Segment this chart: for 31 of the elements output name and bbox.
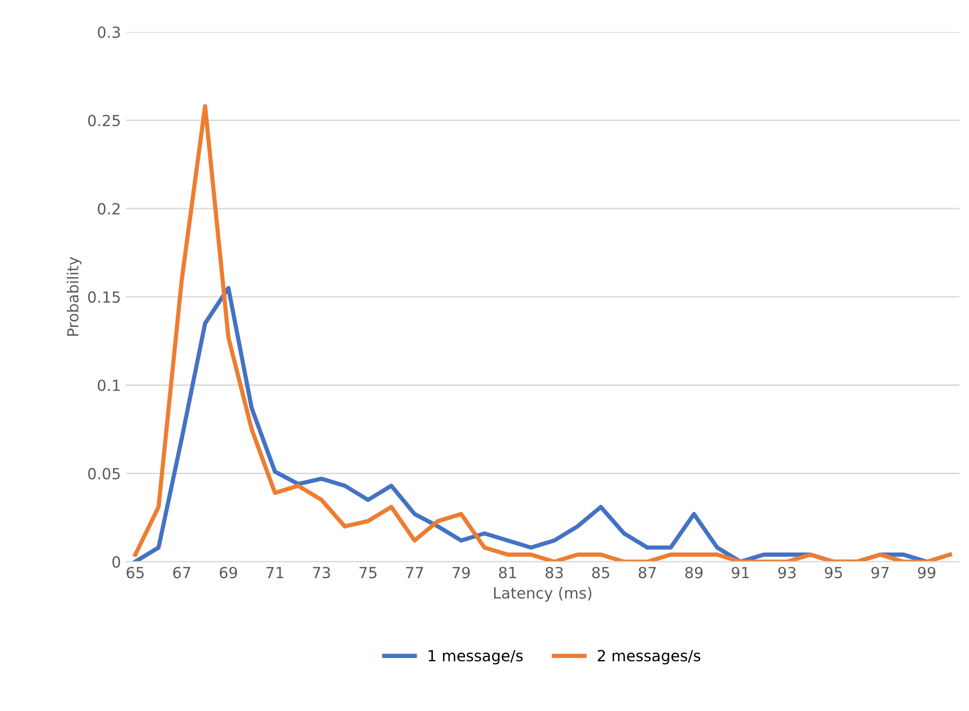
x-tick-label: 79 [452, 566, 470, 578]
x-tick-label: 67 [173, 566, 190, 578]
x-tick-label: 99 [918, 566, 936, 578]
y-tick-label: 0.15 [88, 291, 120, 303]
line-series [133, 286, 929, 562]
legend-label: 2 messages/s [598, 650, 700, 664]
x-tick-label: 73 [313, 566, 330, 578]
x-tick-label: 65 [126, 566, 144, 578]
x-tick-label: 75 [360, 567, 376, 578]
y-tick-label: 0.2 [98, 203, 120, 215]
x-tick-label: 77 [406, 567, 424, 578]
line-series [133, 104, 952, 562]
x-tick-label: 97 [871, 566, 889, 578]
x-tick-label: 93 [778, 566, 796, 578]
y-axis-title: Probability [66, 256, 82, 336]
x-tick-label: 69 [220, 566, 238, 578]
y-tick-label: 0.25 [88, 114, 120, 126]
y-tick-label: 0 [112, 556, 120, 568]
y-tick-label: 0.3 [98, 26, 120, 38]
x-tick-label: 87 [638, 566, 656, 578]
y-tick-label: 0.05 [88, 468, 120, 480]
y-tick-label: 0.1 [98, 380, 120, 392]
x-tick-label: 83 [546, 566, 563, 578]
x-axis-title: Latency (ms) [494, 586, 592, 602]
x-tick-label: 81 [499, 566, 516, 578]
x-tick-label: 85 [592, 566, 610, 578]
x-tick-label: 89 [685, 566, 703, 578]
x-tick-label: 71 [266, 567, 284, 578]
x-tick-label: 95 [824, 566, 842, 578]
legend-label: 1 message/s [428, 650, 523, 664]
x-tick-label: 91 [732, 566, 749, 578]
